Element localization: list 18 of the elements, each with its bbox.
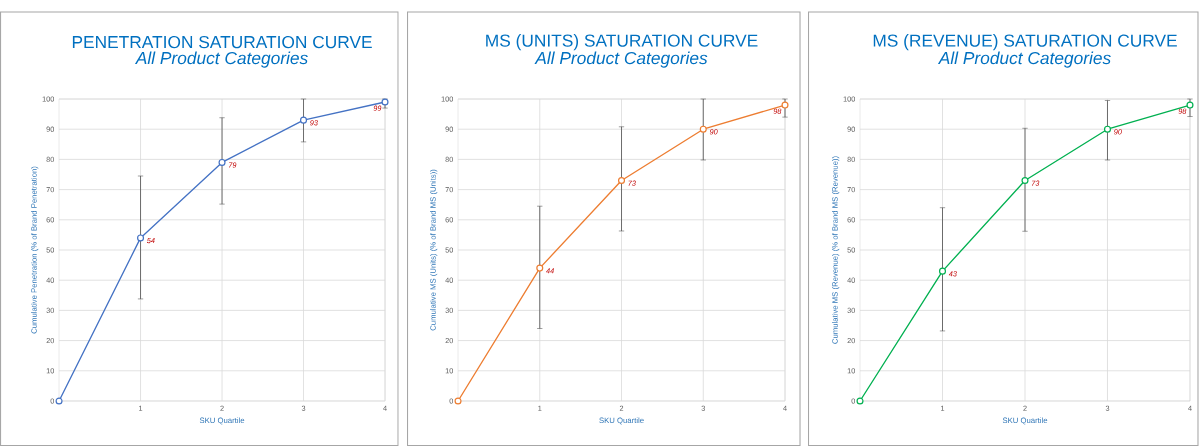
point	[536, 264, 544, 272]
chart-subtitle: All Product Categories	[534, 51, 708, 68]
chart-title: MS (REVENUE) SATURATION CURVE	[873, 33, 1177, 51]
point	[699, 125, 707, 133]
chart-subtitle: All Product Categories	[134, 51, 308, 68]
chart-title: PENETRATION SATURATION CURVE	[72, 35, 372, 49]
chart-title: MS (UNITS) SATURATION CURVE	[486, 33, 758, 51]
point	[856, 397, 864, 405]
chart-subtitle: All Product Categories	[937, 51, 1111, 68]
point	[1021, 177, 1029, 185]
point	[137, 234, 145, 242]
point	[938, 267, 947, 275]
point	[299, 116, 308, 124]
point	[55, 397, 63, 405]
point	[454, 397, 462, 405]
point	[617, 177, 626, 185]
point	[1103, 125, 1112, 133]
point	[218, 158, 226, 166]
